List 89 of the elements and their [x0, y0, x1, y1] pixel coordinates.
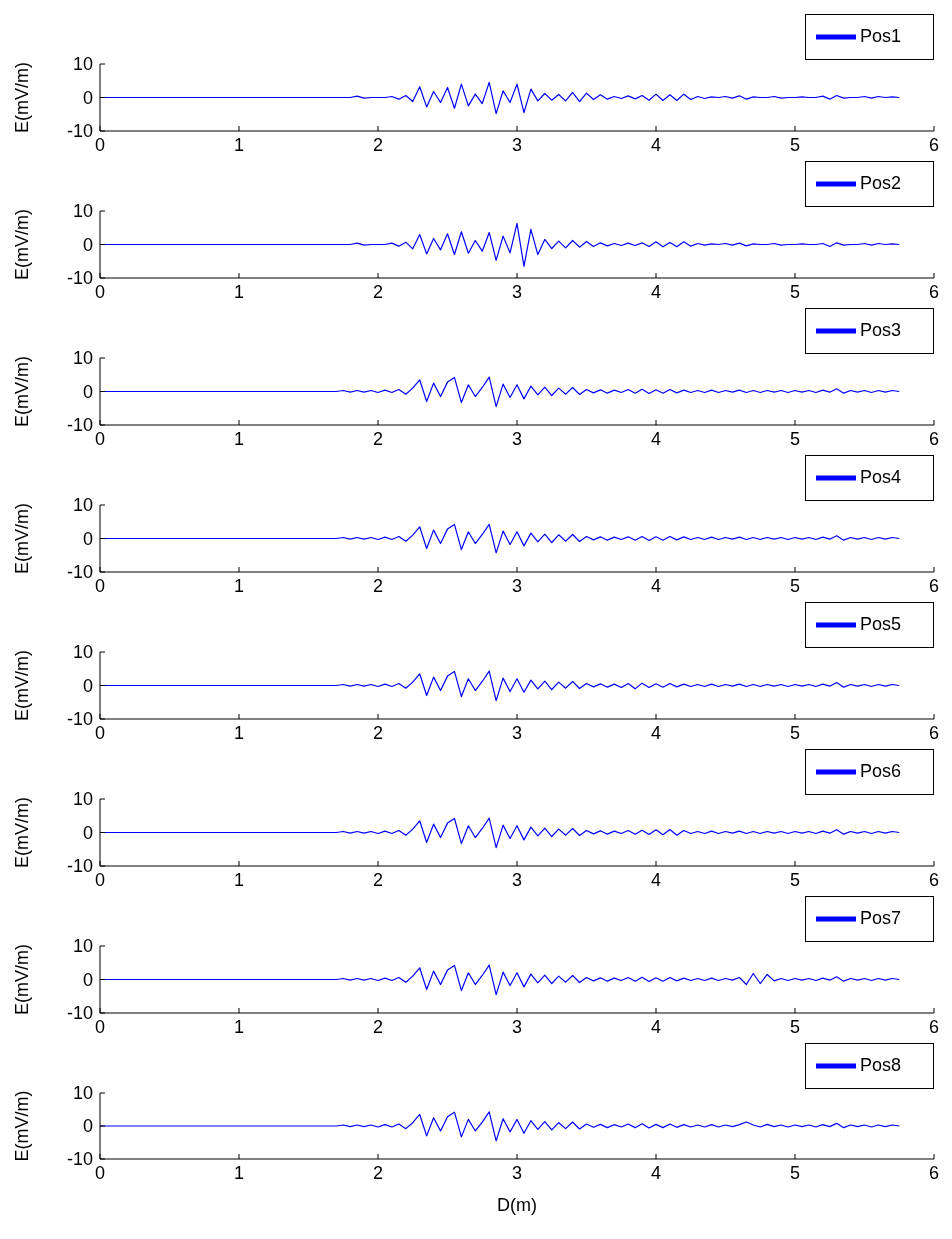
y-tick-label: 10	[72, 1083, 93, 1104]
x-tick-label: 1	[233, 869, 245, 890]
x-tick-label: 4	[650, 281, 662, 302]
x-tick-label: 2	[372, 281, 384, 302]
y-tick-label: 10	[72, 495, 93, 516]
x-tick-label: 1	[233, 575, 245, 596]
y-axis-title: E(mV/m)	[12, 1090, 33, 1162]
x-tick-label: 6	[928, 869, 940, 890]
x-tick-label: 6	[928, 722, 940, 743]
y-tick-label: 10	[72, 348, 93, 369]
x-tick-label: 5	[789, 575, 801, 596]
x-tick-label: 2	[372, 869, 384, 890]
x-tick-label: 6	[928, 134, 940, 155]
x-tick-label: 4	[650, 575, 662, 596]
x-tick-label: 2	[372, 134, 384, 155]
x-tick-label: 6	[928, 1016, 940, 1037]
y-tick-label: 10	[72, 936, 93, 957]
legend-label: Pos7	[859, 907, 901, 928]
legend-label: Pos1	[859, 25, 901, 46]
y-tick-label: -10	[66, 415, 93, 436]
y-tick-label: 0	[82, 381, 93, 402]
y-axis-title: E(mV/m)	[12, 650, 33, 721]
x-tick-label: 2	[372, 1162, 384, 1183]
y-axis-title: E(mV/m)	[12, 503, 33, 574]
y-tick-label: -10	[66, 1149, 93, 1170]
x-tick-label: 2	[372, 575, 384, 596]
y-axis-title: E(mV/m)	[12, 797, 33, 868]
x-tick-label: 4	[650, 1016, 662, 1037]
y-tick-label: -10	[66, 856, 93, 877]
y-axis-title: E(mV/m)	[12, 62, 33, 133]
x-tick-label: 1	[233, 1016, 245, 1037]
x-tick-label: 1	[233, 134, 245, 155]
x-tick-label: 2	[372, 722, 384, 743]
x-tick-label: 4	[650, 869, 662, 890]
x-tick-label: 3	[511, 1016, 523, 1037]
x-tick-label: 5	[789, 428, 801, 449]
y-tick-label: -10	[66, 562, 93, 583]
x-tick-label: 3	[511, 134, 523, 155]
y-axis-title: E(mV/m)	[12, 209, 33, 280]
x-tick-label: 1	[233, 428, 245, 449]
x-tick-label: 3	[511, 428, 523, 449]
y-tick-label: 10	[72, 54, 93, 75]
x-tick-label: 5	[789, 1016, 801, 1037]
y-tick-label: -10	[66, 121, 93, 142]
legend-label: Pos5	[859, 613, 901, 634]
x-tick-label: 2	[372, 428, 384, 449]
y-tick-label: 0	[82, 822, 93, 843]
legend-label: Pos4	[859, 466, 901, 487]
x-tick-label: 4	[650, 722, 662, 743]
y-tick-label: 10	[72, 642, 93, 663]
x-tick-label: 3	[511, 1162, 523, 1183]
x-tick-label: 3	[511, 281, 523, 302]
x-tick-label: 1	[233, 1162, 245, 1183]
x-tick-label: 5	[789, 134, 801, 155]
x-tick-label: 3	[511, 869, 523, 890]
x-tick-label: 2	[372, 1016, 384, 1037]
legend-label: Pos3	[859, 319, 901, 340]
y-tick-label: 0	[82, 87, 93, 108]
y-tick-label: 10	[72, 201, 93, 222]
x-tick-label: 5	[789, 869, 801, 890]
x-tick-label: 3	[511, 575, 523, 596]
x-tick-label: 1	[233, 281, 245, 302]
x-tick-label: 1	[233, 722, 245, 743]
y-tick-label: -10	[66, 709, 93, 730]
x-tick-label: 6	[928, 1162, 940, 1183]
x-tick-label: 4	[650, 428, 662, 449]
y-tick-label: 10	[72, 789, 93, 810]
legend-label: Pos2	[859, 172, 901, 193]
x-tick-label: 4	[650, 134, 662, 155]
legend-label: Pos8	[859, 1054, 901, 1075]
x-tick-label: 3	[511, 722, 523, 743]
y-tick-label: -10	[66, 268, 93, 289]
y-tick-label: 0	[82, 675, 93, 696]
x-tick-label: 5	[789, 722, 801, 743]
y-tick-label: -10	[66, 1003, 93, 1024]
y-tick-label: 0	[82, 1116, 93, 1137]
y-tick-label: 0	[82, 234, 93, 255]
y-axis-title: E(mV/m)	[12, 356, 33, 427]
y-tick-label: 0	[82, 969, 93, 990]
legend-label: Pos6	[859, 760, 901, 781]
y-tick-label: 0	[82, 528, 93, 549]
y-axis-title: E(mV/m)	[12, 944, 33, 1015]
x-tick-label: 4	[650, 1162, 662, 1183]
x-tick-label: 5	[789, 1162, 801, 1183]
x-tick-label: 6	[928, 428, 940, 449]
x-tick-label: 6	[928, 575, 940, 596]
x-tick-label: 5	[789, 281, 801, 302]
x-tick-label: 6	[928, 281, 940, 302]
x-axis-title: D(m)	[497, 1195, 537, 1215]
